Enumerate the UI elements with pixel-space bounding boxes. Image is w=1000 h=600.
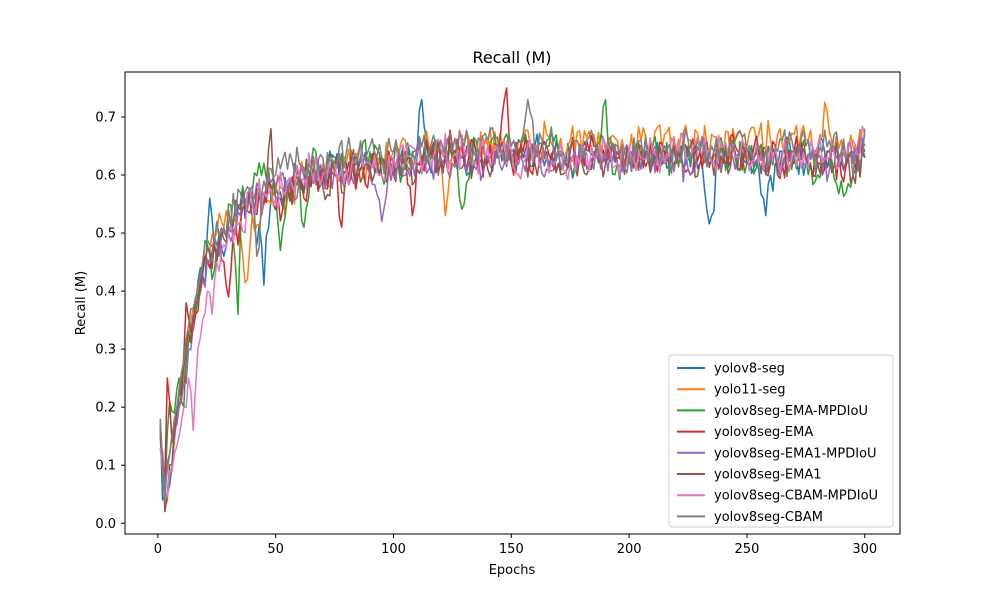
series-layer bbox=[159, 87, 866, 513]
x-tick-label: 150 bbox=[499, 542, 524, 557]
legend-label: yolov8-seg bbox=[714, 362, 785, 377]
x-axis-label: Epochs bbox=[489, 563, 536, 578]
y-tick-label: 0.6 bbox=[95, 169, 116, 184]
x-tick-label: 0 bbox=[154, 542, 162, 557]
x-tick-label: 100 bbox=[381, 542, 406, 557]
chart-title: Recall (M) bbox=[472, 48, 551, 67]
y-tick-label: 0.5 bbox=[95, 227, 116, 242]
x-tick-label: 250 bbox=[735, 542, 760, 557]
series-line-yolov8seg-CBAM-MPDIoU bbox=[159, 125, 866, 497]
legend: yolov8-seg yolo11-seg yolov8seg-EMA-MPDIoU… bbox=[668, 354, 894, 528]
legend-label: yolov8seg-CBAM-MPDIoU bbox=[714, 489, 878, 504]
legend-label: yolov8seg-CBAM bbox=[714, 510, 823, 525]
legend-label: yolov8seg-EMA-MPDIoU bbox=[714, 404, 868, 419]
y-axis-label: Recall (M) bbox=[74, 271, 89, 335]
y-tick-label: 0.4 bbox=[95, 285, 116, 300]
x-axis: 0 50 100 150 200 250 300 bbox=[154, 534, 877, 557]
y-tick-label: 0.7 bbox=[95, 110, 116, 125]
legend-label: yolo11-seg bbox=[714, 383, 785, 398]
x-tick-label: 50 bbox=[267, 542, 284, 557]
x-tick-label: 200 bbox=[617, 542, 642, 557]
legend-label: yolov8seg-EMA bbox=[714, 425, 813, 440]
y-axis: 0.0 0.1 0.2 0.3 0.4 0.5 0.6 0.7 bbox=[95, 110, 125, 532]
series-line-yolov8seg-CBAM bbox=[159, 98, 866, 501]
legend-box bbox=[668, 354, 894, 528]
y-tick-label: 0.2 bbox=[95, 401, 116, 416]
x-tick-label: 300 bbox=[852, 542, 877, 557]
legend-label: yolov8seg-EMA1 bbox=[714, 468, 822, 483]
y-tick-label: 0.1 bbox=[95, 459, 116, 474]
y-tick-label: 0.3 bbox=[95, 343, 116, 358]
legend-label: yolov8seg-EMA1-MPDIoU bbox=[714, 446, 877, 461]
plot-frame bbox=[124, 71, 901, 535]
y-tick-label: 0.0 bbox=[95, 517, 116, 532]
